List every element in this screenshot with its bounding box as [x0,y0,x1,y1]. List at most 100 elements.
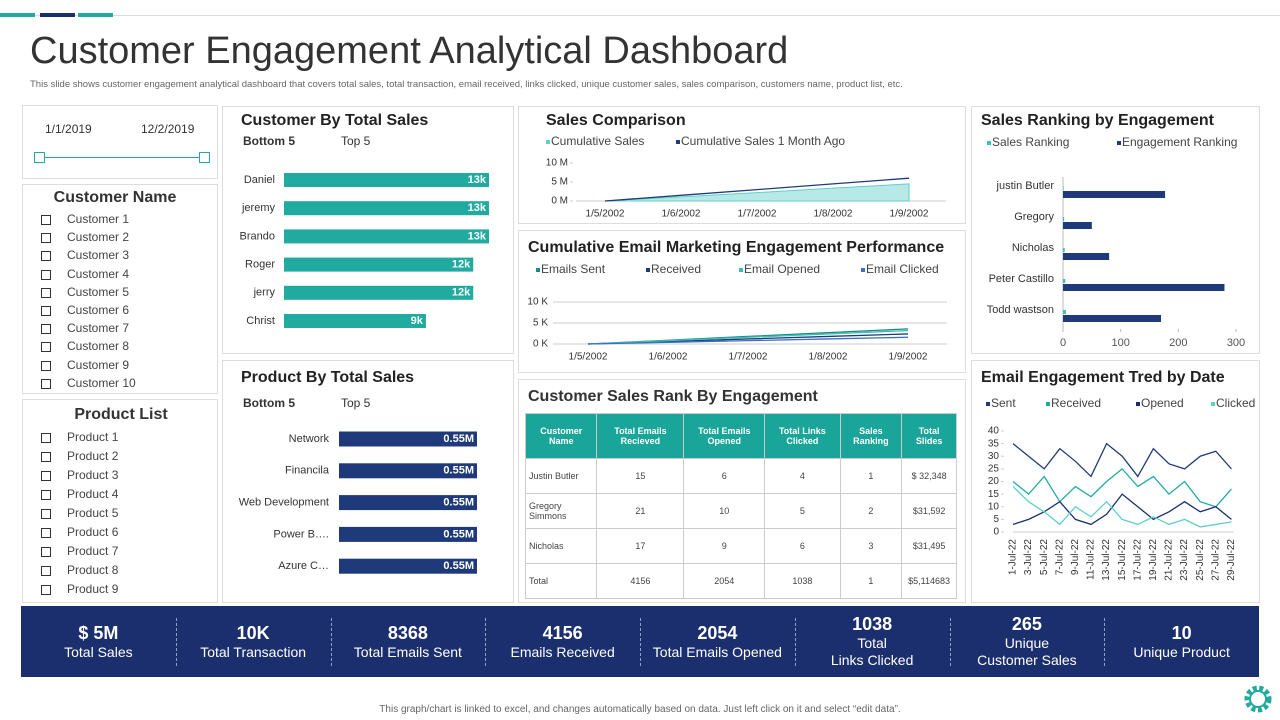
kpi-card: 2054 Total Emails Opened [640,606,795,677]
tab[interactable]: Top 5 [341,134,371,148]
legend-label: Opened [1141,396,1184,410]
y-tick-label: 30 [988,451,1000,462]
kpi-divider [949,618,951,666]
item-label: Customer 2 [67,230,130,245]
panel-title: Product List [74,406,168,423]
table-cell: $5,114683 [901,563,957,599]
table-cell: $31,592 [901,493,957,529]
legend-swatch [546,140,550,144]
x-tick-label: 11-Jul-22 [1086,539,1097,580]
kpi-card: 10 Unique Product [1104,606,1259,677]
date-start[interactable]: 1/1/2019 [45,122,92,136]
legend-label: Sent [991,396,1016,410]
kpi-value: 10 [1171,622,1192,643]
line [587,329,909,345]
chart-panel: Sales Ranking by Engagement Sales Ranking… [971,106,1260,354]
chart-title: Cumulative Email Marketing Engagement Pe… [528,239,944,256]
kpi-value: 265 [1011,614,1042,634]
x-tick-label: 1/8/2002 [809,352,848,363]
tab[interactable]: Top 5 [341,396,371,410]
chart: Customer By Total Sales Bottom 5 Top 5 Dani… [240,112,489,328]
category-label: Christ [246,315,275,327]
line [1012,486,1232,528]
table-cell: $ 32,348 [901,458,957,494]
item-label: Product 9 [67,582,119,596]
x-tick-label: 17-Jul-22 [1132,539,1143,581]
y-tick-label: 25 [988,464,1000,475]
chart: Sales Comparison Cumulative Sales Cumulati… [546,112,946,220]
checkbox [41,378,51,389]
page-title: Customer Engagement Analytical Dashboard [30,30,789,72]
kpi-card: 4156 Emails Received [485,606,640,677]
slider-handle[interactable] [34,152,45,163]
legend-label: Email Opened [744,262,820,276]
value-label: 0.55M [443,528,474,540]
category-label: Gregory [1014,211,1054,223]
date-panel: 1/1/2019 12/2/2019 [22,105,218,179]
rank-table: Customer Name Total Emails Recieved Total … [524,413,957,599]
value-label: 0.55M [443,497,474,509]
value-label: 13k [468,202,487,214]
x-tick-label: 1/9/2002 [889,352,928,363]
decor [40,13,75,17]
tab[interactable]: Bottom 5 [243,396,295,410]
kpi-label: Total Transaction [200,643,307,660]
line [587,336,909,345]
y-tick-label: 10 M [546,158,568,169]
value-label: 12k [452,259,471,271]
line [1012,442,1232,478]
category-label: Power B…. [273,528,329,540]
item-label: Product 8 [67,563,119,577]
slider-track [41,157,204,158]
table-cell: 4156 [596,563,685,599]
category-label: justin Butler [996,180,1055,192]
x-tick-label: 7-Jul-22 [1054,539,1065,576]
table-cell: 9 [683,528,766,564]
kpi-label: Unique Product [1133,643,1230,660]
checkbox [41,287,51,298]
x-tick-label: 3-Jul-22 [1023,539,1034,576]
table-cell: Gregory Simmons [524,493,598,529]
header-cell: Total Slides [901,413,957,459]
slider-handle[interactable] [199,152,210,163]
bar [339,463,477,479]
decor [0,13,35,17]
legend-label: Sales Ranking [992,135,1069,149]
checkbox [41,269,51,280]
legend-swatch [1046,402,1050,406]
table-cell: Justin Butler [524,458,598,494]
bar [284,285,474,300]
kpi-label: Unique Customer Sales [977,635,1077,668]
gear [1249,690,1267,708]
kpi-label: Total Sales [64,643,133,660]
kpi-label: Emails Received [510,643,615,660]
table-cell: 6 [764,528,841,564]
gear-icon[interactable] [1241,682,1275,716]
tab[interactable]: Bottom 5 [243,134,295,148]
x-tick-label: 15-Jul-22 [1117,539,1128,581]
x-tick-label: 27-Jul-22 [1210,539,1221,581]
bar [1063,217,1065,221]
checkbox [41,360,51,371]
chart: Email Engagement Tred by Date Sent Receive… [981,369,1255,581]
bar [284,173,489,187]
customer-panel: Customer Name Customer 1 Customer 2 Custom… [22,184,218,394]
bar [1063,315,1162,322]
date-end[interactable]: 12/2/2019 [141,122,195,136]
gear [1244,685,1272,713]
table-cell: 5 [764,493,841,529]
checkbox [41,433,51,443]
top-rule [0,15,1280,16]
kpi-divider [485,618,487,666]
item-label: Customer 3 [67,248,130,263]
table-cell: 2054 [683,563,766,599]
item-label: Customer 1 [67,212,130,226]
value-label: 9k [411,315,424,327]
bar [1063,284,1225,291]
legend-swatch [676,140,680,144]
x-tick-label: 19-Jul-22 [1148,539,1159,581]
table-title: Customer Sales Rank By Engagement [528,388,818,405]
bar [284,314,426,328]
category-label: Peter Castillo [989,273,1054,285]
chart-title: Product By Total Sales [241,369,414,386]
